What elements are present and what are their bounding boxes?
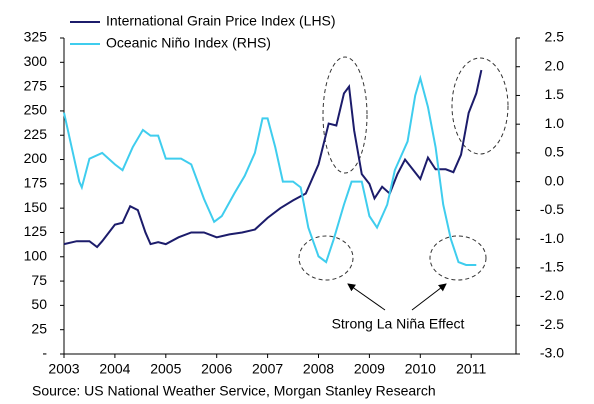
arrow (347, 283, 386, 311)
y-tick-label: 100 (24, 247, 48, 263)
y-tick-label: 275 (24, 77, 48, 93)
y2-tick-label: 2.0 (545, 57, 565, 73)
y2-tick-label: -3.0 (540, 345, 564, 361)
x-tick-label: 2005 (150, 361, 181, 377)
y-tick-label: 150 (24, 199, 48, 215)
highlight-ellipse (429, 235, 487, 281)
y2-tick-label: -0.5 (540, 201, 564, 217)
y-tick-label: 250 (24, 102, 48, 118)
series-line (63, 69, 483, 249)
y2-tick-label: 0.0 (545, 172, 565, 188)
y-tick-label: 200 (24, 150, 48, 166)
highlight-ellipse (451, 57, 509, 155)
arrow (411, 283, 447, 311)
highlight-ellipse (298, 235, 354, 281)
y2-tick-label: -2.0 (540, 287, 564, 303)
y2-tick-label: 0.5 (545, 144, 565, 160)
legend-label: International Grain Price Index (LHS) (106, 13, 336, 29)
x-tick-label: 2009 (354, 361, 385, 377)
x-tick-label: 2003 (48, 361, 79, 377)
y-tick-label: 50 (31, 296, 47, 312)
x-tick-label: 2008 (303, 361, 334, 377)
source: Source: US National Weather Service, Mor… (32, 383, 436, 399)
y2-tick-label: -2.5 (540, 316, 564, 332)
x-tick-label: 2011 (456, 361, 486, 377)
x-tick-label: 2010 (405, 361, 436, 377)
annotation: Strong La Niña Effect (332, 316, 465, 332)
y-tick-label: 175 (24, 175, 48, 191)
y2-tick-label: 2.5 (545, 29, 565, 45)
y-tick-label: 25 (31, 320, 47, 336)
y-tick-label: 325 (24, 29, 48, 45)
y-tick-label: 125 (24, 223, 48, 239)
highlight-ellipse (322, 56, 368, 174)
y2-tick-label: 1.0 (545, 115, 565, 131)
y-tick-label: - (42, 345, 47, 361)
legend-label: Oceanic Niño Index (RHS) (106, 35, 271, 51)
y2-tick-label: -1.5 (540, 259, 564, 275)
x-tick-label: 2006 (201, 361, 232, 377)
x-tick-label: 2007 (252, 361, 283, 377)
y2-tick-label: 1.5 (545, 86, 565, 102)
y-tick-label: 225 (24, 126, 48, 142)
x-tick-label: 2004 (99, 361, 130, 377)
y2-tick-label: -1.0 (540, 230, 564, 246)
y-tick-label: 75 (31, 272, 47, 288)
y-tick-label: 300 (24, 53, 48, 69)
series-line (63, 74, 477, 266)
